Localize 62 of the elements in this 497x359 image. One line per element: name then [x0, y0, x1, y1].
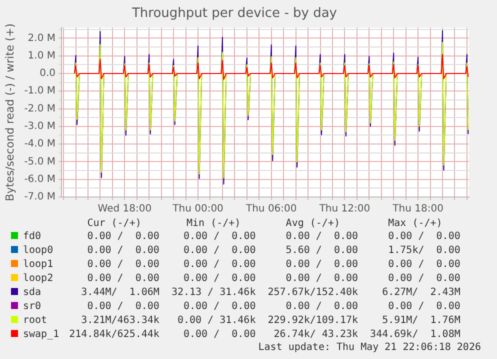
- text: 3.44M/ 1.06M: [80, 286, 160, 300]
- legend-label: sr0: [22, 300, 42, 314]
- y-tick-label: -7.0 M: [24, 192, 56, 203]
- y-tick-label: -1.0 M: [24, 86, 56, 97]
- text: 0.00 / 0.00: [387, 300, 462, 314]
- chart-title: Throughput per device - by day: [130, 6, 338, 22]
- text: Max (-/+): [387, 218, 444, 230]
- y-tick-label: 0.0: [40, 68, 56, 80]
- legend-label: swap_1: [22, 328, 60, 342]
- text: Last update: Thu May 21 22:06:18 2026: [257, 342, 481, 353]
- text: 0.00 / 0.00: [86, 230, 160, 244]
- text: 0.00 / 0.00: [86, 272, 160, 286]
- y-tick-label: -6.0 M: [24, 174, 56, 185]
- text: 0.00 / 0.00: [86, 244, 160, 258]
- text: 0.00 / 0.00: [284, 258, 360, 272]
- x-tick-label: Thu 12:00: [318, 204, 370, 215]
- text: 0.00 / 0.00: [387, 258, 462, 272]
- y-tick-label: -2.0 M: [24, 103, 56, 114]
- y-tick-label: -3.0 M: [24, 121, 56, 132]
- text: 0.00 / 0.00: [387, 272, 462, 286]
- y-tick-label: 1.0 M: [28, 50, 56, 62]
- x-tick-label: Wed 18:00: [98, 204, 152, 215]
- text: 0.00 / 0.00: [86, 258, 160, 272]
- text: 0.00 / 31.46k: [176, 314, 257, 328]
- x-tick-label: Thu 06:00: [244, 204, 297, 215]
- text: 5.60 / 0.00: [284, 244, 360, 258]
- text: 26.74k/ 43.23k: [272, 328, 360, 342]
- text: 1.75k/ 0.00: [387, 244, 462, 258]
- text: 229.92k/109.17k: [266, 314, 360, 328]
- text: 257.67k/152.40k: [266, 286, 360, 300]
- text: 0.00 / 0.00: [182, 230, 257, 244]
- text: Avg (-/+): [284, 218, 341, 230]
- y-axis-title: Bytes/second read (-) / write (+): [3, 23, 16, 202]
- text: 3.21M/463.34k: [80, 314, 160, 328]
- text: 0.00 / 0.00: [284, 300, 360, 314]
- text: 0.00 / 0.00: [284, 230, 360, 244]
- y-tick-label: 2.0 M: [28, 32, 56, 44]
- text: 32.13 / 31.46k: [170, 286, 257, 300]
- x-tick-label: Thu 18:00: [392, 204, 444, 215]
- text: 6.27M/ 2.43M: [381, 286, 462, 300]
- text: 0.00 / 0.00: [86, 300, 160, 314]
- text: 0.00 / 0.00: [182, 300, 257, 314]
- text: 5.91M/ 1.76M: [381, 314, 462, 328]
- x-tick-label: Thu 00:00: [172, 204, 224, 215]
- legend-label: loop2: [22, 272, 54, 286]
- legend-label: root: [22, 314, 48, 328]
- text: 0.00 / 0.00: [284, 272, 360, 286]
- text: 214.84k/625.44k: [68, 328, 160, 342]
- legend-label: fd0: [22, 230, 42, 244]
- text: 0.00 / 0.00: [182, 272, 257, 286]
- text: 344.69k/ 1.08M: [369, 328, 462, 342]
- text: 0.00 / 0.00: [182, 258, 257, 272]
- text: 0.00 / 0.00: [182, 244, 257, 258]
- legend-label: loop1: [22, 258, 54, 272]
- text: Min (-/+): [185, 218, 242, 230]
- legend-label: sda: [22, 286, 42, 300]
- legend-label: loop0: [22, 244, 54, 258]
- text: Cur (-/+): [86, 218, 142, 230]
- text: 0.00 / 0.00: [387, 230, 462, 244]
- text: 0.00 / 0.00: [182, 328, 257, 342]
- y-tick-label: -4.0 M: [24, 138, 56, 150]
- y-tick-label: -5.0 M: [24, 156, 56, 168]
